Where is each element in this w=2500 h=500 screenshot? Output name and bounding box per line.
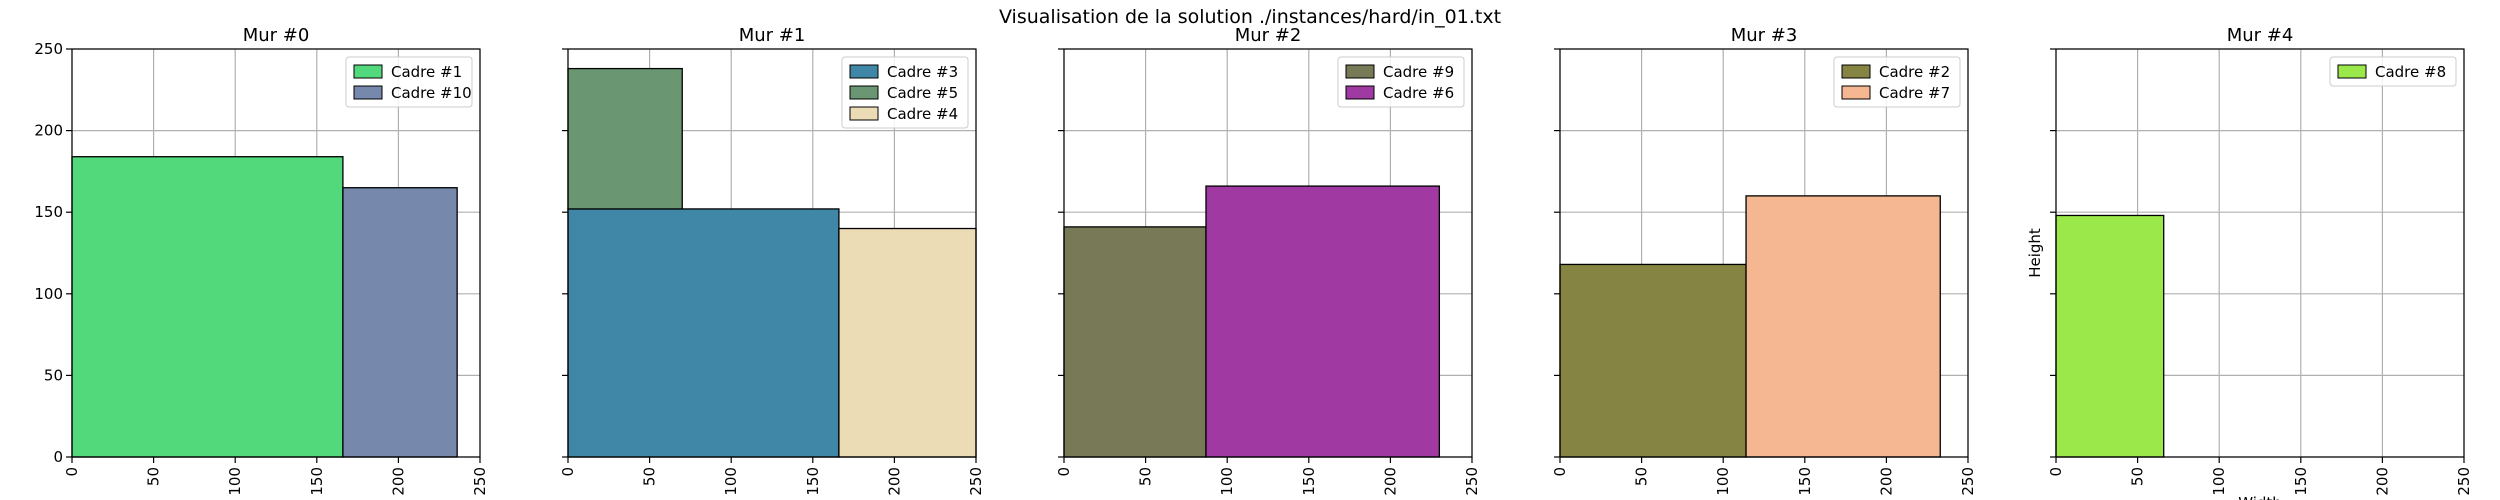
x-tick-label: 50 [641, 467, 659, 486]
subplot-0: 0 50 100 150 200 250 0 50 100 150 200 250 Mur #0 Cadr… [34, 25, 489, 496]
legend: Cadre #9 Cadre #6 [1337, 56, 1465, 108]
x-tick-label: 100 [1714, 467, 1732, 496]
frame-rect-1 [1745, 195, 1941, 458]
legend: Cadre #1 Cadre #10 [345, 56, 473, 108]
x-tick-label: 150 [308, 467, 326, 496]
x-tick-label: 50 [2129, 467, 2147, 486]
x-tick-label: 250 [1959, 467, 1977, 496]
y-axis-label: Height [2026, 228, 2044, 278]
x-tick-label: 150 [1796, 467, 1814, 496]
x-tick-label: 50 [145, 467, 163, 486]
legend: Cadre #2 Cadre #7 [1833, 56, 1961, 108]
subplot-4: 0 50 100 150 200 250 Mur #4 Height Width Cadre #8 [2026, 25, 2473, 500]
x-tick-label: 100 [1218, 467, 1236, 496]
legend-swatch [849, 85, 879, 100]
x-tick-label: 0 [1551, 467, 1569, 477]
legend-swatch [849, 64, 879, 79]
x-tick-label: 200 [389, 467, 407, 496]
axes-frame [2055, 48, 2465, 458]
axes-frame [71, 48, 481, 458]
subplot-title: Mur #3 [1731, 25, 1798, 46]
subplot-title: Mur #1 [739, 25, 806, 46]
x-tick-label: 0 [1055, 467, 1073, 477]
y-tick-label: 100 [34, 285, 63, 303]
axes-frame [1063, 48, 1473, 458]
x-tick-label: 50 [1633, 467, 1651, 486]
legend-swatch [353, 85, 383, 100]
legend-swatch [849, 106, 879, 121]
subplot-2: 0 50 100 150 200 250 Mur #2 Cadre #9 Cadre #6 [1055, 25, 1481, 496]
frame-rect-1 [342, 187, 458, 458]
x-tick-label: 100 [722, 467, 740, 496]
legend-entry: Cadre #5 [887, 84, 958, 102]
x-tick-label: 250 [471, 467, 489, 496]
x-tick-label: 100 [226, 467, 244, 496]
frame-rect-0 [2055, 214, 2165, 458]
y-tick-label: 50 [44, 366, 63, 384]
legend-entry: Cadre #7 [1879, 84, 1950, 102]
legend-swatch [1345, 64, 1375, 79]
x-tick-label: 200 [1381, 467, 1399, 496]
x-tick-label: 100 [2210, 467, 2228, 496]
legend-swatch [1841, 64, 1871, 79]
legend-entry: Cadre #4 [887, 105, 958, 123]
x-tick-label: 200 [2373, 467, 2391, 496]
subplot-title: Mur #0 [243, 25, 310, 46]
legend-swatch [353, 64, 383, 79]
x-tick-label: 150 [1300, 467, 1318, 496]
frame-rect-2 [838, 227, 977, 458]
subplot-title: Mur #4 [2227, 25, 2294, 46]
frame-rect-0 [567, 208, 840, 458]
legend-box [2329, 56, 2457, 87]
legend-swatch [1345, 85, 1375, 100]
frame-rect-1 [1205, 185, 1441, 458]
y-tick-label: 250 [34, 40, 63, 58]
y-tick-label: 150 [34, 203, 63, 221]
legend-entry: Cadre #2 [1879, 63, 1950, 81]
subplot-3: 0 50 100 150 200 250 Mur #3 Cadre #2 Cadre #7 [1551, 25, 1977, 496]
figure-title: Visualisation de la solution ./instances… [998, 6, 1502, 28]
legend: Cadre #3 Cadre #5 Cadre #4 [841, 56, 969, 129]
x-tick-label: 200 [1877, 467, 1895, 496]
legend-swatch [1841, 85, 1871, 100]
x-tick-label: 250 [967, 467, 985, 496]
subplot-title: Mur #2 [1235, 25, 1302, 46]
legend: Cadre #8 [2329, 56, 2457, 87]
x-tick-label: 250 [1463, 467, 1481, 496]
x-axis-label: Width [2238, 494, 2282, 500]
x-tick-label: 250 [2455, 467, 2473, 496]
x-tick-label: 150 [804, 467, 822, 496]
axes-frame [567, 48, 977, 458]
legend-entry: Cadre #3 [887, 63, 958, 81]
axes-frame [1559, 48, 1969, 458]
legend-entry: Cadre #1 [391, 63, 462, 81]
legend-entry: Cadre #6 [1383, 84, 1454, 102]
legend-entry: Cadre #9 [1383, 63, 1454, 81]
frame-rect-0 [71, 156, 344, 458]
x-tick-label: 150 [2292, 467, 2310, 496]
x-tick-label: 200 [885, 467, 903, 496]
frame-rect-1 [567, 67, 683, 210]
y-tick-label: 0 [53, 448, 63, 466]
x-tick-label: 50 [1137, 467, 1155, 486]
frame-rect-0 [1559, 263, 1747, 458]
frame-rect-0 [1063, 226, 1207, 458]
legend-swatch [2337, 64, 2367, 79]
x-tick-label: 0 [63, 467, 81, 477]
x-tick-label: 0 [559, 467, 577, 477]
legend-entry: Cadre #8 [2375, 63, 2446, 81]
x-tick-label: 0 [2047, 467, 2065, 477]
y-tick-label: 200 [34, 122, 63, 140]
legend-entry: Cadre #10 [391, 84, 472, 102]
